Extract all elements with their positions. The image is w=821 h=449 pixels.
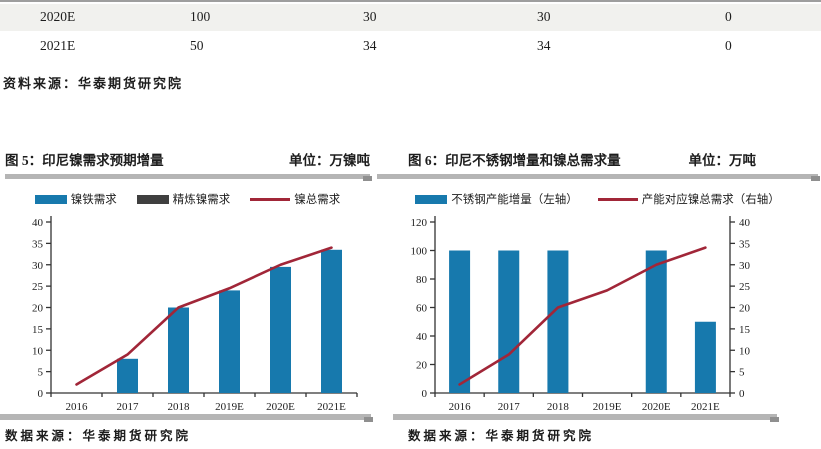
right-y-tick-label: 40 xyxy=(739,217,751,229)
y-tick-label: 20 xyxy=(32,303,44,315)
table-cell: 30 xyxy=(537,9,551,24)
table-row: 2021E 50 34 34 0 xyxy=(0,33,821,60)
y-tick-label: 80 xyxy=(416,274,428,286)
table-cell: 2021E xyxy=(40,38,76,53)
footer-rule xyxy=(0,414,373,422)
y-tick-label: 100 xyxy=(411,246,428,258)
y-tick-label: 35 xyxy=(32,238,44,250)
bar xyxy=(321,249,342,393)
figure6-source-note: 数据来源：华泰期货研究院 xyxy=(408,429,595,443)
table-cell: 0 xyxy=(725,9,732,24)
legend-marker-line xyxy=(250,197,291,201)
x-tick-label: 2017 xyxy=(117,401,140,412)
y-tick-label: 120 xyxy=(411,217,428,229)
table-cell: 30 xyxy=(363,9,377,24)
y-tick-label: 15 xyxy=(32,324,44,336)
table-cell: 34 xyxy=(363,38,377,53)
bar xyxy=(498,250,520,393)
bar xyxy=(694,321,716,393)
legend-item: 镍总需求 xyxy=(250,191,340,207)
table-cell: 34 xyxy=(537,38,551,53)
x-tick-label: 2017 xyxy=(498,401,521,412)
legend-item: 镍铁需求 xyxy=(34,191,117,207)
figure6-legend: 不锈钢产能增量（左轴） 产能对应镍总需求（右轴） xyxy=(377,190,818,208)
line-series xyxy=(75,246,333,386)
right-y-tick-label: 0 xyxy=(739,388,745,400)
data-table: 2020E 100 30 30 0 2021E 50 34 34 0 xyxy=(0,0,821,60)
legend-label: 镍总需求 xyxy=(294,194,341,206)
bar xyxy=(547,250,569,393)
legend-marker-line xyxy=(597,197,638,201)
table-cell: 2020E xyxy=(40,9,76,24)
bar xyxy=(117,358,138,393)
figure5-panel: 图 5：印尼镍需求预期增量 单位：万镍吨 镍铁需求 精炼镍需求 镍总需求 0 5 10 1… xyxy=(0,146,373,444)
x-tick-label: 2021E xyxy=(691,401,720,412)
figure5-header: 图 5：印尼镍需求预期增量 单位：万镍吨 xyxy=(5,146,370,172)
y-tick-label: 0 xyxy=(422,388,428,400)
bar xyxy=(168,307,189,393)
table-row: 2020E 100 30 30 0 xyxy=(0,4,821,31)
figure5-unit: 单位：万镍吨 xyxy=(289,153,370,168)
right-y-tick-label: 35 xyxy=(739,238,751,250)
figure6-chart: 0 20 40 60 80 100 120 0 5 10 15 20 25 30 35 40 2016 2017 2… xyxy=(411,216,751,412)
footer-rule xyxy=(393,414,779,422)
right-y-tick-label: 10 xyxy=(739,345,751,357)
x-tick-label: 2019E xyxy=(215,401,244,412)
table-cell: 100 xyxy=(190,9,211,24)
y-tick-label: 25 xyxy=(32,281,44,293)
legend-label: 精炼镍需求 xyxy=(172,194,231,206)
figure6-panel: 图 6：印尼不锈钢增量和镍总需求量 单位：万吨 不锈钢产能增量（左轴） 产能对应镍… xyxy=(377,146,820,444)
y-tick-label: 5 xyxy=(38,367,44,379)
x-tick-label: 2020E xyxy=(642,401,671,412)
y-tick-label: 20 xyxy=(416,360,428,372)
figure5-source-note: 数据来源：华泰期货研究院 xyxy=(5,429,192,443)
table-cell: 50 xyxy=(190,38,204,53)
x-tick-label: 2018 xyxy=(547,401,570,412)
figure6-unit: 单位：万吨 xyxy=(688,153,757,168)
y-tick-label: 60 xyxy=(416,303,428,315)
y-tick-label: 30 xyxy=(32,260,44,272)
bar xyxy=(645,250,667,393)
legend-marker-bar xyxy=(415,194,448,204)
x-tick-label: 2018 xyxy=(168,401,191,412)
bar xyxy=(270,266,291,393)
x-tick-label: 2019E xyxy=(593,401,622,412)
legend-label: 不锈钢产能增量（左轴） xyxy=(451,194,578,206)
legend-marker-bar xyxy=(34,194,67,204)
x-tick-label: 2016 xyxy=(66,401,89,412)
figure5-title: 图 5：印尼镍需求预期增量 xyxy=(5,153,164,168)
legend-label: 镍铁需求 xyxy=(70,194,117,206)
y-tick-label: 40 xyxy=(416,331,428,343)
figure5-chart: 0 5 10 15 20 25 30 35 40 2016 2017 2018 2019E 2020E 20… xyxy=(32,216,358,412)
right-y-tick-label: 15 xyxy=(739,324,751,336)
x-tick-label: 2021E xyxy=(317,401,346,412)
right-y-tick-label: 30 xyxy=(739,260,751,272)
line-series xyxy=(458,246,707,386)
x-tick-label: 2020E xyxy=(266,401,295,412)
right-y-tick-label: 25 xyxy=(739,281,751,293)
y-tick-label: 0 xyxy=(38,388,44,400)
legend-item: 产能对应镍总需求（右轴） xyxy=(597,191,780,207)
legend-label: 产能对应镍总需求（右轴） xyxy=(641,194,780,206)
bar xyxy=(449,250,471,393)
table-cell: 0 xyxy=(725,38,732,53)
table-source-note: 资料来源：华泰期货研究院 xyxy=(3,76,184,91)
x-tick-label: 2016 xyxy=(449,401,472,412)
header-rule xyxy=(377,174,820,181)
legend-marker-bar xyxy=(136,194,169,204)
right-y-tick-label: 5 xyxy=(739,367,745,379)
figure5-legend: 镍铁需求 精炼镍需求 镍总需求 xyxy=(5,190,370,208)
y-tick-label: 10 xyxy=(32,345,44,357)
bar xyxy=(219,290,240,393)
figure6-header: 图 6：印尼不锈钢增量和镍总需求量 单位：万吨 xyxy=(377,146,818,172)
right-y-tick-label: 20 xyxy=(739,303,751,315)
header-rule xyxy=(5,174,372,181)
y-tick-label: 40 xyxy=(32,217,44,229)
legend-item: 精炼镍需求 xyxy=(136,191,231,207)
figure6-title: 图 6：印尼不锈钢增量和镍总需求量 xyxy=(408,153,621,168)
legend-item: 不锈钢产能增量（左轴） xyxy=(415,191,578,207)
